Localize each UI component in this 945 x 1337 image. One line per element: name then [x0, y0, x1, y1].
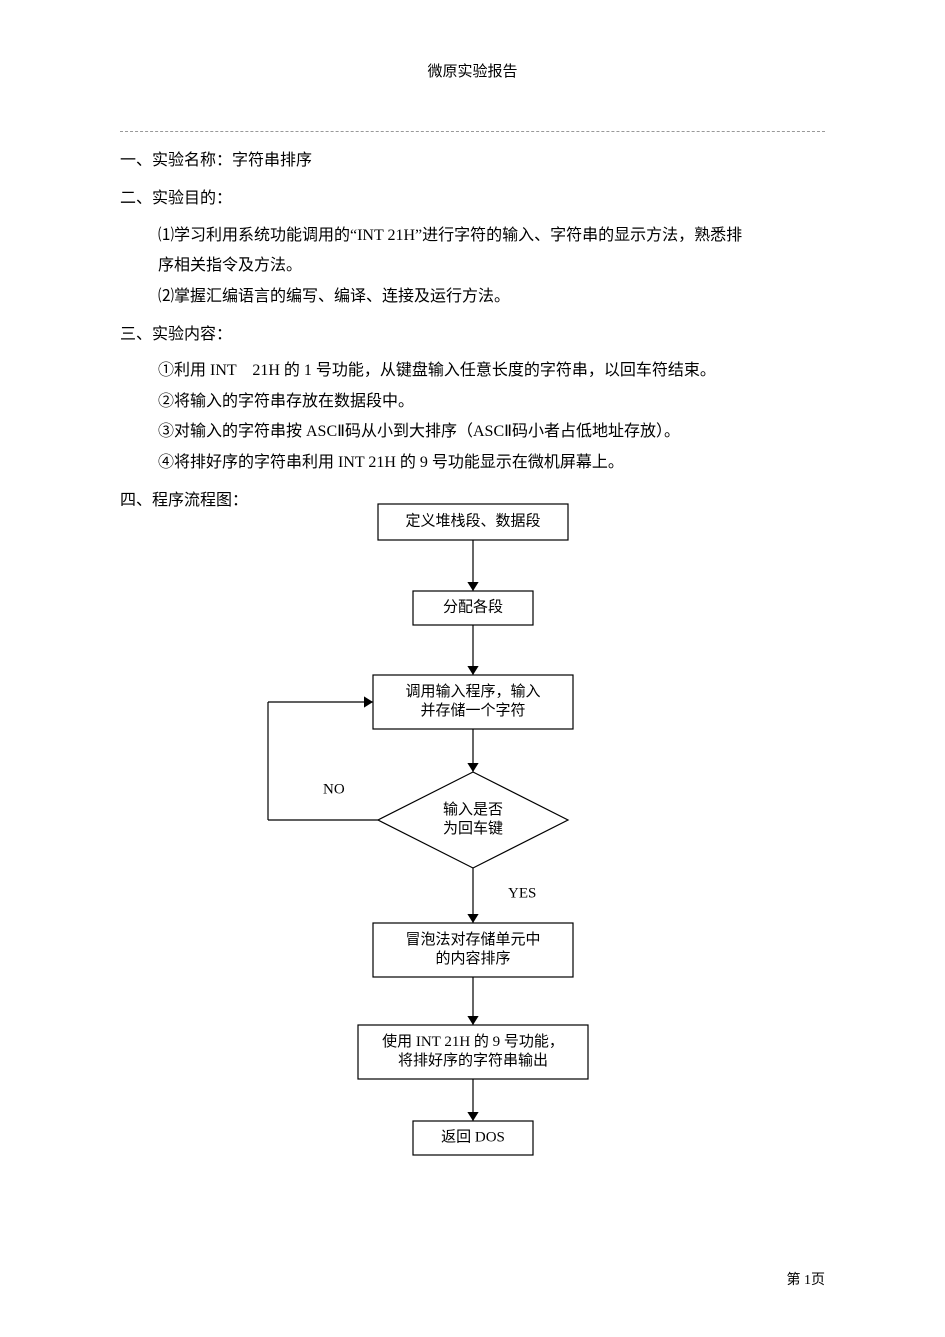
svg-text:并存储一个字符: 并存储一个字符	[420, 702, 525, 719]
page-title: 微原实验报告	[120, 60, 825, 81]
svg-text:的内容排序: 的内容排序	[435, 950, 510, 967]
svg-text:NO: NO	[323, 782, 345, 798]
section3-line4: ④将排好序的字符串利用 INT 21H 的 9 号功能显示在微机屏幕上。	[158, 448, 825, 478]
separator	[120, 131, 825, 132]
section1-heading: 一、实验名称：字符串排序	[120, 146, 825, 176]
section2-line1b: 序相关指令及方法。	[158, 251, 825, 281]
flowchart-container: 定义堆栈段、数据段分配各段调用输入程序，输入并存储一个字符输入是否为回车键冒泡法…	[120, 492, 825, 1182]
svg-text:返回 DOS: 返回 DOS	[441, 1129, 505, 1146]
svg-text:输入是否: 输入是否	[442, 801, 502, 818]
svg-text:为回车键: 为回车键	[442, 820, 502, 837]
page: 微原实验报告 一、实验名称：字符串排序 二、实验目的： ⑴学习利用系统功能调用的…	[0, 0, 945, 1337]
svg-text:分配各段: 分配各段	[442, 599, 502, 616]
section3-heading: 三、实验内容：	[120, 320, 825, 350]
svg-text:冒泡法对存储单元中: 冒泡法对存储单元中	[405, 931, 540, 948]
section2-line1a: ⑴学习利用系统功能调用的“INT 21H”进行字符的输入、字符串的显示方法，熟悉…	[158, 221, 825, 251]
section2-heading: 二、实验目的：	[120, 184, 825, 214]
section3-line3: ③对输入的字符串按 ASCⅡ码从小到大排序（ASCⅡ码小者占低地址存放）。	[158, 417, 825, 447]
section3-line1: ①利用 INT 21H 的 1 号功能，从键盘输入任意长度的字符串，以回车符结束…	[158, 356, 825, 386]
svg-text:将排好序的字符串输出: 将排好序的字符串输出	[397, 1052, 547, 1069]
svg-text:定义堆栈段、数据段: 定义堆栈段、数据段	[405, 513, 540, 530]
svg-text:YES: YES	[508, 886, 536, 902]
flowchart: 定义堆栈段、数据段分配各段调用输入程序，输入并存储一个字符输入是否为回车键冒泡法…	[208, 492, 738, 1182]
section3-line2: ②将输入的字符串存放在数据段中。	[158, 387, 825, 417]
section2-line2: ⑵掌握汇编语言的编写、编译、连接及运行方法。	[158, 282, 825, 312]
svg-text:使用 INT 21H 的 9 号功能，: 使用 INT 21H 的 9 号功能，	[382, 1033, 564, 1050]
svg-text:调用输入程序，输入: 调用输入程序，输入	[405, 683, 540, 700]
page-number: 第 1页	[787, 1269, 826, 1289]
